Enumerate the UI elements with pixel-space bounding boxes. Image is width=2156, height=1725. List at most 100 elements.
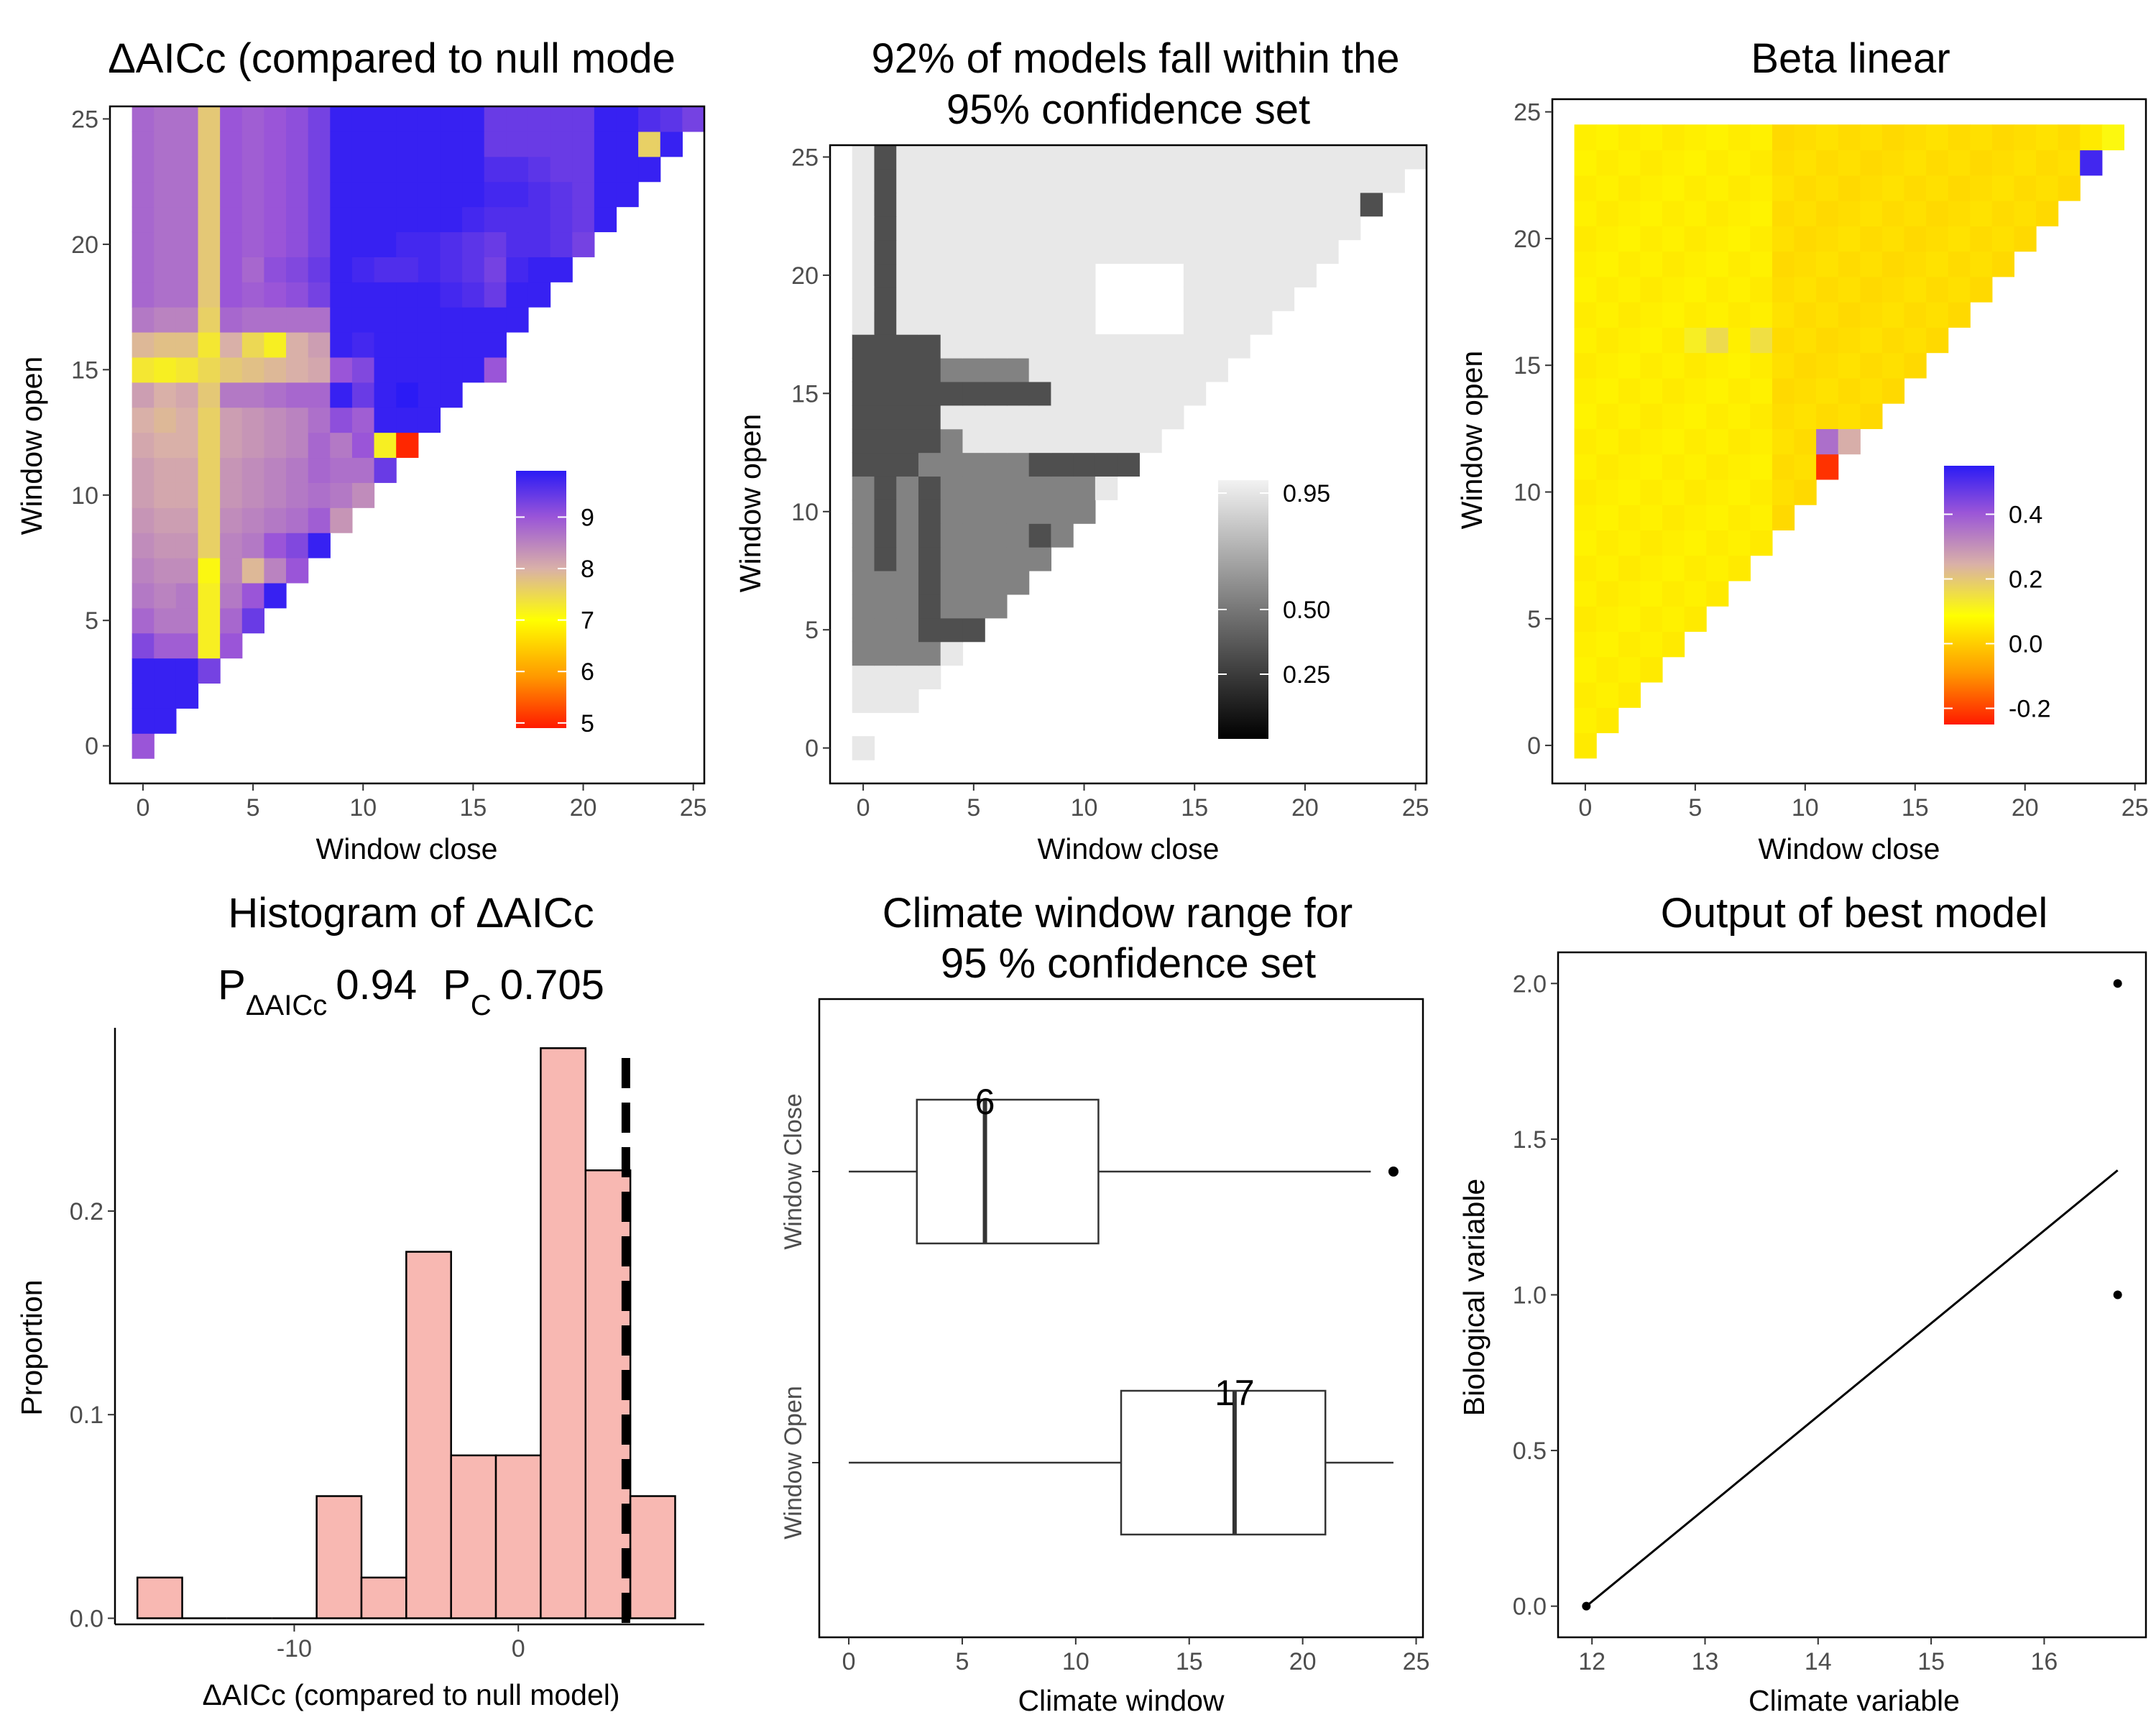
panel5-title: Climate window range for (883, 890, 1353, 937)
heatmap-cell (1772, 505, 1795, 531)
panel5-ytick-label: Window Open (780, 1386, 807, 1540)
heatmap-cell (1838, 428, 1861, 455)
heatmap-cell (962, 168, 985, 193)
heatmap-cell (1618, 276, 1641, 303)
heatmap-cell (896, 358, 919, 382)
heatmap-cell (374, 206, 397, 233)
heatmap-cell (1596, 555, 1619, 581)
heatmap-cell (462, 332, 485, 358)
heatmap-cell (175, 482, 199, 508)
heatmap-cell (198, 307, 221, 333)
heatmap-cell (852, 263, 875, 288)
heatmap-cell (1904, 175, 1927, 201)
panel5-xtick-label: 20 (1289, 1648, 1317, 1675)
heatmap-cell (1596, 276, 1619, 303)
heatmap-cell (220, 482, 243, 508)
heatmap-cell (1794, 302, 1817, 328)
heatmap-cell (220, 282, 243, 308)
heatmap-cell (2036, 175, 2059, 201)
heatmap-cell (132, 282, 155, 308)
heatmap-cell (1095, 381, 1118, 406)
heatmap-cell (1816, 226, 1839, 252)
heatmap-cell (351, 482, 375, 508)
heatmap-cell (1028, 358, 1052, 382)
heatmap-cell (1706, 555, 1729, 581)
heatmap-cell (1161, 192, 1184, 217)
heatmap-cell (616, 156, 639, 183)
heatmap-cell (962, 381, 985, 406)
heatmap-cell (286, 558, 309, 584)
heatmap-cell (1926, 276, 1949, 303)
heatmap-cell (241, 382, 265, 408)
heatmap-cell (1772, 251, 1795, 277)
heatmap-cell (241, 206, 265, 233)
heatmap-cell (1662, 226, 1685, 252)
heatmap-cell (572, 206, 595, 233)
heatmap-cell (896, 145, 919, 170)
heatmap-cell (896, 428, 919, 454)
heatmap-cell (264, 432, 287, 459)
heatmap-cell (874, 310, 897, 335)
heatmap-cell (1728, 377, 1751, 404)
panel2-ytick-label: 10 (791, 499, 819, 526)
heatmap-cell (1161, 358, 1184, 382)
heatmap-cell (1991, 201, 2015, 226)
heatmap-cell (1073, 192, 1096, 217)
heatmap-cell (1684, 175, 1707, 201)
heatmap-cell (1904, 251, 1927, 277)
heatmap-cell (1250, 287, 1273, 311)
heatmap-cell (896, 665, 919, 690)
heatmap-cell (330, 307, 353, 333)
heatmap-cell (418, 382, 441, 408)
heatmap-cell (852, 168, 875, 193)
heatmap-cell (440, 181, 463, 208)
heatmap-cell (1073, 405, 1096, 430)
heatmap-cell (1926, 175, 1949, 201)
heatmap-cell (1618, 226, 1641, 252)
heatmap-cell (264, 457, 287, 483)
heatmap-cell (220, 131, 243, 157)
heatmap-cell (1662, 175, 1685, 201)
heatmap-cell (852, 405, 875, 430)
heatmap-cell (2058, 124, 2081, 151)
heatmap-cell (918, 571, 941, 595)
heatmap-cell (1183, 287, 1207, 311)
heatmap-cell (896, 405, 919, 430)
heatmap-cell (198, 533, 221, 558)
panel4-ytick-label: 0.0 (70, 1606, 103, 1633)
heatmap-cell (308, 156, 331, 183)
heatmap-cell (852, 192, 875, 217)
panel5-ytick-label: Window Close (780, 1093, 807, 1249)
panel1-xtick-label: 0 (136, 794, 149, 822)
heatmap-cell (1183, 334, 1207, 359)
heatmap-cell (1618, 580, 1641, 607)
heatmap-cell (241, 307, 265, 333)
heatmap-cell (440, 106, 463, 132)
heatmap-cell (918, 145, 941, 170)
heatmap-cell (1596, 681, 1619, 708)
heatmap-cell (1250, 310, 1273, 335)
heatmap-cell (1618, 428, 1641, 455)
heatmap-cell (1794, 377, 1817, 404)
heatmap-cell (962, 192, 985, 217)
heatmap-cell (198, 407, 221, 433)
panel1-xtick-label: 15 (459, 794, 487, 822)
heatmap-cell (241, 407, 265, 433)
panel6-ticks: 12 13 14 15 16 0.0 0.5 1.0 1.5 2.0 (1513, 970, 2058, 1675)
heatmap-cell (1794, 276, 1817, 303)
heatmap-cell (396, 282, 419, 308)
colorbar-label: 0.0 (2009, 631, 2042, 658)
heatmap-cell (175, 332, 199, 358)
panel6-xtick-label: 14 (1805, 1648, 1832, 1675)
heatmap-cell (484, 206, 507, 233)
heatmap-cell (1684, 555, 1707, 581)
heatmap-cell (985, 476, 1008, 500)
heatmap-cell (985, 405, 1008, 430)
heatmap-cell (462, 206, 485, 233)
heatmap-cell (264, 507, 287, 533)
heatmap-cell (1838, 150, 1861, 176)
heatmap-cell (1684, 606, 1707, 632)
heatmap-cell (1816, 251, 1839, 277)
heatmap-cell (175, 231, 199, 257)
histogram-bar (360, 1576, 407, 1619)
